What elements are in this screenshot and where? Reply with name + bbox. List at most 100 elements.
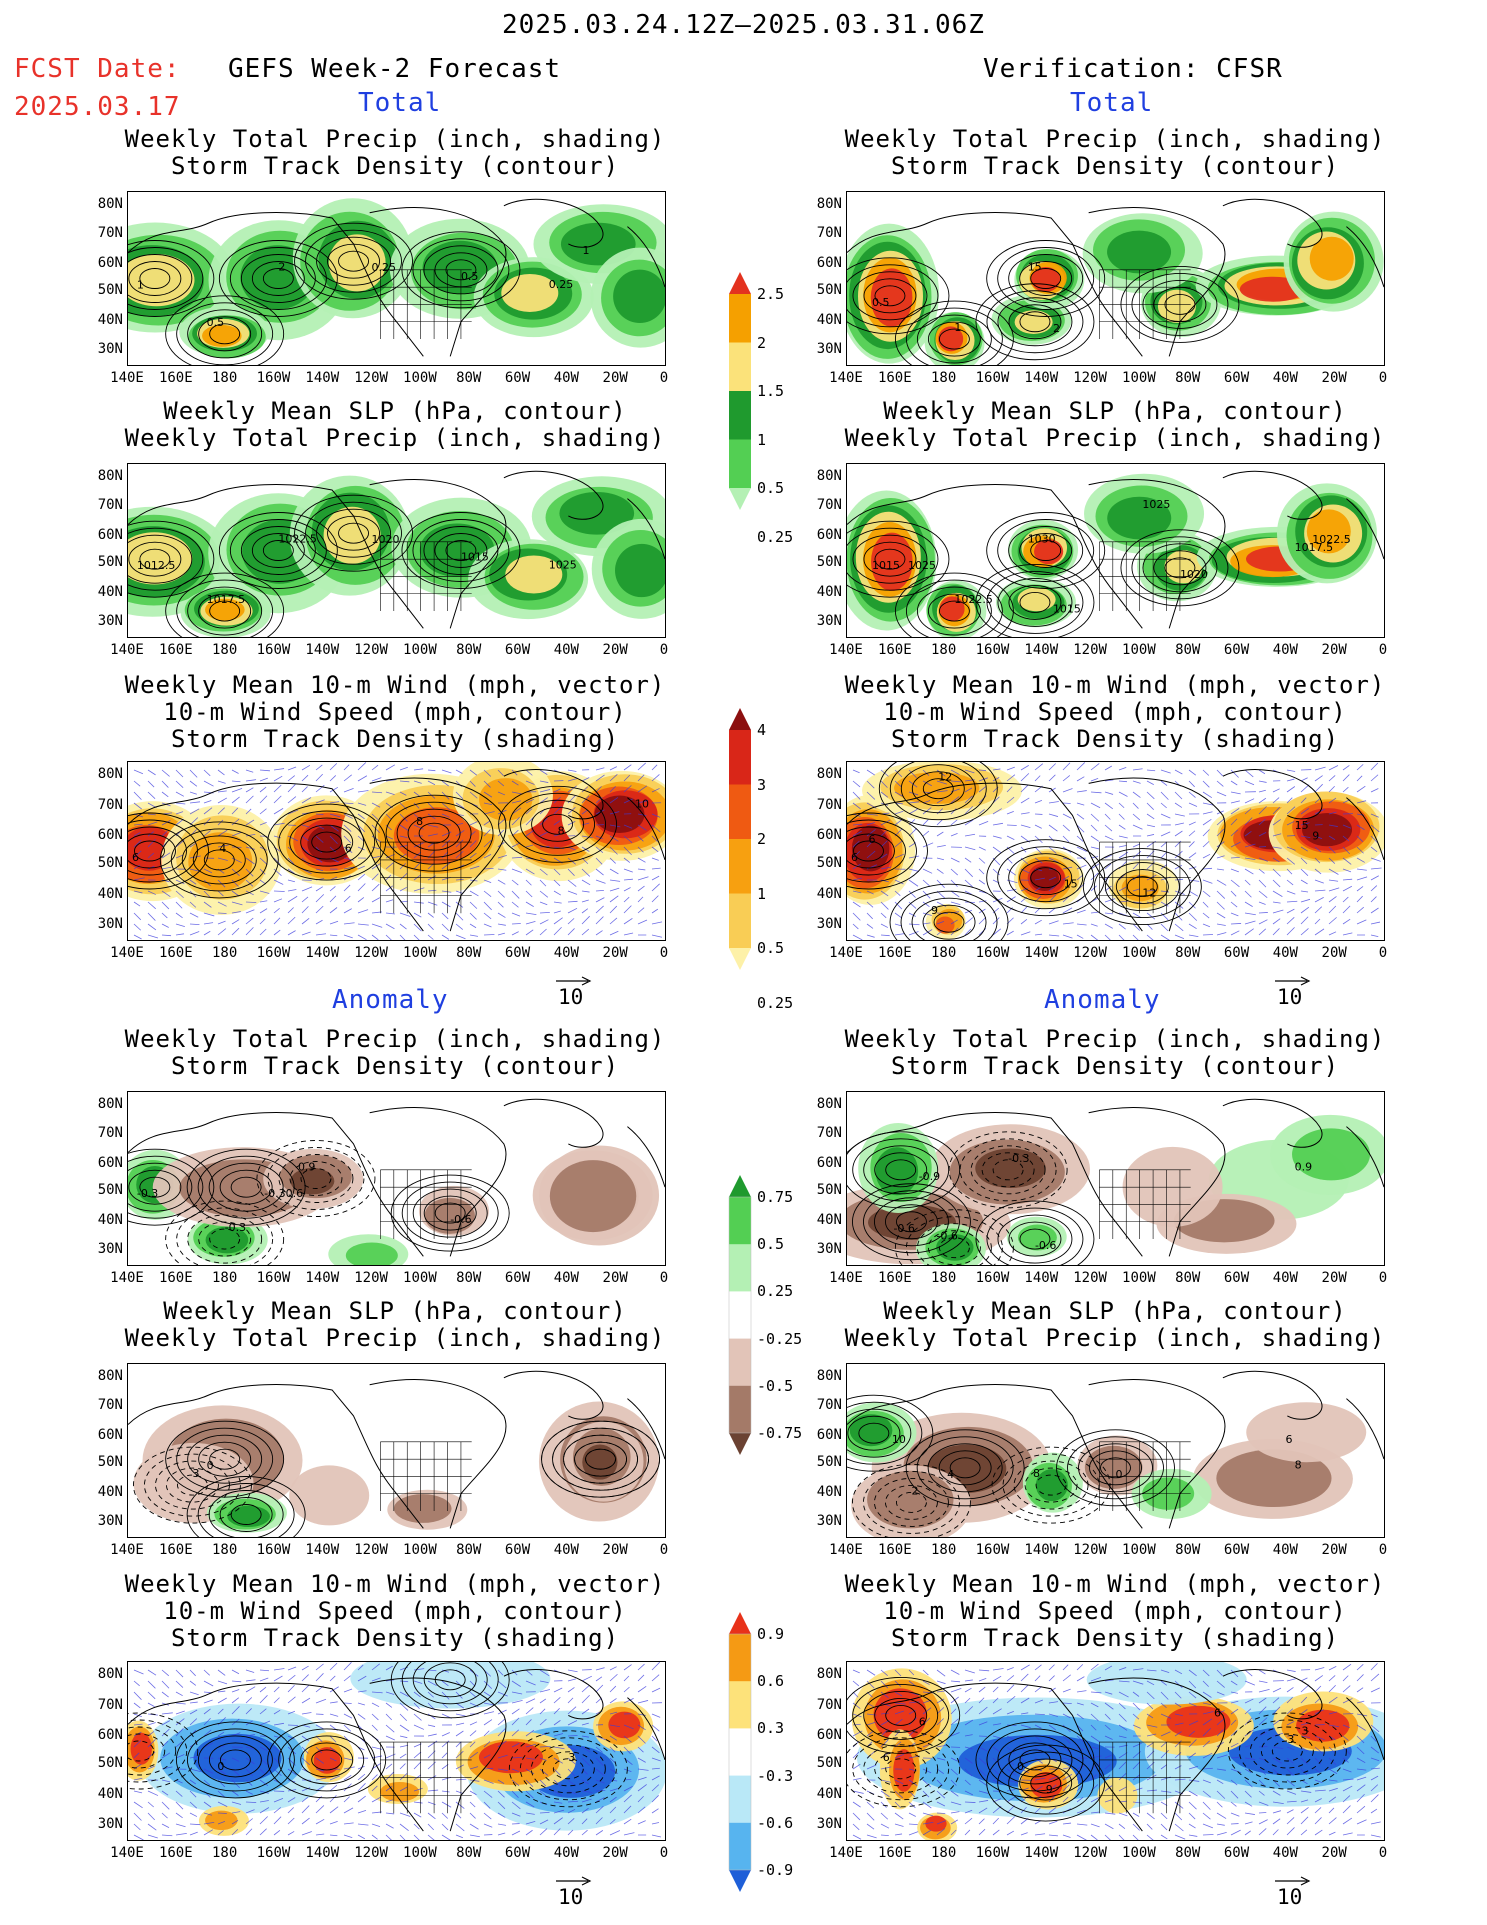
lon-label: 140W bbox=[1024, 642, 1059, 658]
lon-label: 160E bbox=[877, 1270, 912, 1286]
panel-title-line: Weekly Total Precip (inch, shading) bbox=[124, 125, 666, 153]
panel-title-line: Weekly Total Precip (inch, shading) bbox=[844, 1324, 1386, 1352]
lon-label: 60W bbox=[504, 945, 531, 961]
contour-lines bbox=[847, 762, 1202, 940]
lon-label: 20W bbox=[602, 1270, 628, 1286]
vector-reference-arrow bbox=[1275, 1876, 1311, 1886]
contour-label: 8 bbox=[1295, 1458, 1302, 1471]
lon-label: 160E bbox=[158, 1270, 193, 1286]
panel-title-line: Weekly Mean 10-m Wind (mph, vector) bbox=[844, 671, 1386, 699]
shading-region bbox=[289, 1465, 370, 1526]
lat-label: 30N bbox=[97, 613, 123, 630]
lat-label: 80N bbox=[816, 766, 842, 783]
coastlines bbox=[128, 1370, 665, 1529]
lat-label: 50N bbox=[816, 554, 842, 571]
coastlines bbox=[128, 1098, 665, 1257]
coastlines bbox=[847, 470, 1384, 629]
lon-label: 120W bbox=[354, 1270, 388, 1286]
panel-title-line: Weekly Total Precip (inch, shading) bbox=[844, 424, 1386, 452]
lon-label: 140E bbox=[829, 370, 863, 386]
lon-label: 160W bbox=[256, 370, 291, 386]
map-panel: 1012.5 1022.5 1020 1017.5 1015 1025 bbox=[127, 463, 666, 638]
right-anomaly-label: Anomaly bbox=[1044, 985, 1161, 1015]
colorbar bbox=[729, 272, 751, 510]
lat-label: 70N bbox=[816, 796, 842, 813]
map-panel: 4 2 10 8 0 8 6 bbox=[846, 1363, 1385, 1538]
lon-label: 100W bbox=[1122, 945, 1156, 961]
contour-label: 1 bbox=[583, 244, 590, 257]
shading-region bbox=[975, 1148, 1046, 1189]
lat-label: 50N bbox=[816, 1755, 842, 1772]
lat-label: 50N bbox=[816, 1182, 842, 1199]
lat-label: 30N bbox=[97, 1513, 123, 1530]
shading-region bbox=[505, 555, 563, 594]
lat-label: 70N bbox=[816, 225, 842, 242]
lat-label: 50N bbox=[97, 282, 123, 299]
lat-label: 60N bbox=[816, 826, 842, 843]
right-total-label: Total bbox=[1070, 88, 1154, 118]
contour-label: 1017.5 bbox=[207, 593, 246, 606]
lat-label: 60N bbox=[816, 526, 842, 543]
lon-label: 60W bbox=[1223, 945, 1250, 961]
lon-label: 100W bbox=[403, 945, 437, 961]
lat-label: 60N bbox=[816, 1726, 842, 1743]
colorbar-label: 4 bbox=[757, 721, 767, 739]
lon-label: 100W bbox=[1122, 642, 1156, 658]
contour-lines bbox=[128, 494, 521, 637]
shading-region bbox=[128, 532, 193, 585]
map-panel: 0.5 1 2 15 bbox=[846, 191, 1385, 366]
lon-label: 140W bbox=[305, 1270, 340, 1286]
panel-title-line: Storm Track Density (contour) bbox=[170, 1052, 620, 1080]
left-total-label: Total bbox=[358, 88, 442, 118]
contour-label: 12 bbox=[1142, 887, 1156, 900]
lat-label: 60N bbox=[816, 254, 842, 271]
lon-label: 140E bbox=[829, 1542, 863, 1558]
lon-label: 140E bbox=[829, 1270, 863, 1286]
contour-label: 9 bbox=[1046, 1783, 1053, 1796]
lon-label: 120W bbox=[1073, 1845, 1107, 1861]
colorbar-label: 0.9 bbox=[757, 1625, 785, 1643]
lat-label: 40N bbox=[816, 1211, 842, 1228]
lon-label: 40W bbox=[553, 642, 579, 658]
lon-label: 120W bbox=[354, 945, 388, 961]
lon-label: 160E bbox=[158, 370, 193, 386]
lon-label: 0 bbox=[659, 370, 669, 386]
contour-label: 6 bbox=[1285, 1433, 1292, 1446]
shading-region bbox=[1017, 1224, 1057, 1251]
shading-region bbox=[549, 1160, 637, 1233]
lon-label: 180 bbox=[930, 1845, 957, 1861]
lat-label: 70N bbox=[97, 1397, 123, 1414]
contour-label: -0.6 bbox=[450, 1213, 471, 1226]
lon-label: 60W bbox=[1223, 1270, 1250, 1286]
lat-label: 70N bbox=[816, 1397, 842, 1414]
lon-label: 160E bbox=[877, 945, 912, 961]
state-borders bbox=[1099, 1441, 1191, 1512]
lat-label: 30N bbox=[97, 341, 123, 358]
lat-label: 30N bbox=[97, 1815, 123, 1832]
contour-label: 1020 bbox=[372, 533, 400, 546]
lat-label: 30N bbox=[816, 915, 842, 932]
lon-label: 0 bbox=[659, 1542, 669, 1558]
contour-label: 6 bbox=[345, 842, 352, 855]
colorbar-label: 0.5 bbox=[757, 479, 785, 497]
contour-label: 6 bbox=[1214, 1706, 1221, 1719]
panel-title-line: Storm Track Density (contour) bbox=[170, 152, 620, 180]
vector-reference-arrow bbox=[556, 1876, 592, 1886]
lon-label: 160E bbox=[158, 642, 193, 658]
panel-title-line: Weekly Total Precip (inch, shading) bbox=[844, 1025, 1386, 1053]
map-panel: 6 12 15 9 12 15 9 6 bbox=[846, 761, 1385, 941]
colorbar-label: -0.75 bbox=[757, 1424, 803, 1442]
lat-label: 40N bbox=[97, 885, 123, 902]
lat-label: 60N bbox=[97, 1154, 123, 1171]
lon-label: 40W bbox=[1272, 370, 1298, 386]
lon-label: 40W bbox=[553, 1845, 579, 1861]
lon-label: 160E bbox=[158, 1542, 193, 1558]
state-borders bbox=[1099, 841, 1191, 914]
lon-label: 180 bbox=[930, 1270, 957, 1286]
lat-label: 60N bbox=[816, 1154, 842, 1171]
lon-label: 140W bbox=[305, 1542, 340, 1558]
contour-label: 3 bbox=[192, 1467, 199, 1480]
map-panel: 1015 1022.5 1015 1030 1020 1017.5 1022.5 1025 10… bbox=[846, 463, 1385, 638]
lon-label: 140W bbox=[1024, 1845, 1059, 1861]
contour-label: 4 bbox=[947, 1468, 954, 1481]
